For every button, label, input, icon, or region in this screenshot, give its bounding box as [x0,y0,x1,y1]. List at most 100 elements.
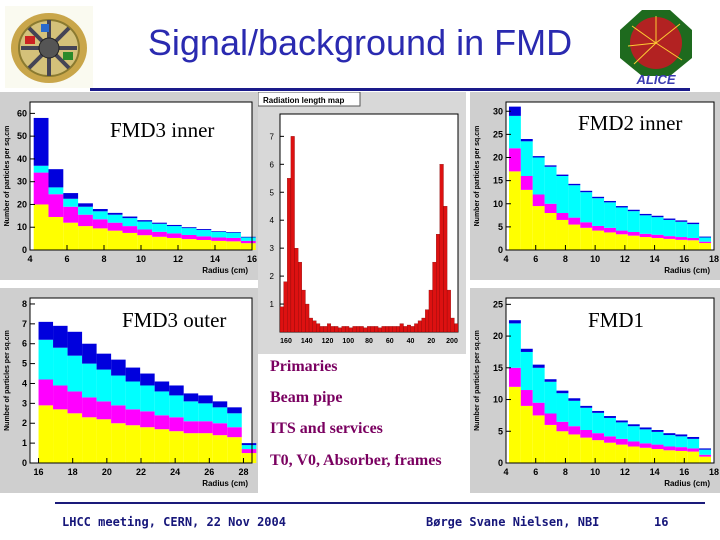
y-tick-label: 2 [270,272,275,281]
radiation-length-histogram: Radiation length map 1 2 3 4 5 6 7 160 140 120 100 8… [258,92,466,354]
bar-0-13 [663,238,676,250]
legend-beam-pipe: Beam pipe [270,389,343,406]
bar-1-15 [687,237,700,241]
bar-0-12 [212,435,228,463]
bar-3-11 [639,427,652,430]
bar-3-15 [687,222,700,225]
bar-1-9 [169,417,184,432]
x-tick-label: 6 [64,254,69,264]
bar-2-14 [675,436,688,448]
fmd2-inner-histogram: 4 6 8 10 12 14 16 18 0 5 10 15 20 25 30 Radius (cm) Numb… [470,92,720,280]
bar-2-11 [196,229,212,237]
bar-0-5 [568,224,581,250]
bar-3-10 [627,424,640,427]
x-axis-label: Radius (cm) [202,479,248,488]
bar-0-15 [687,240,700,250]
y-tick-label: 10 [493,395,503,405]
bar-2-7 [592,412,605,434]
bar-3-8 [154,381,170,392]
fmd3-outer-histogram: 16 18 20 22 24 26 28 0 1 2 3 4 5 6 7 8 Radius (cm) Number… [0,288,258,493]
radlen-bar-34 [403,326,408,333]
bar-2-2 [67,355,83,392]
x-tick-label: 20 [427,338,435,345]
title-underline [90,88,690,91]
bar-0-4 [556,431,569,463]
y-tick-label: 25 [493,129,503,139]
x-tick-label: 12 [173,254,183,264]
x-tick-label: 120 [322,338,334,345]
bar-0-8 [604,232,616,250]
bar-2-6 [125,381,141,410]
radlen-bar-48 [454,323,459,333]
bar-3-12 [651,430,664,432]
plot-area [279,113,459,333]
y-tick-label: 5 [22,359,27,369]
bar-1-10 [627,231,640,236]
bar-0-1 [53,409,68,463]
bar-1-1 [520,390,533,406]
x-tick-label: 16 [34,467,44,477]
bar-3-9 [615,420,628,423]
x-tick-label: 160 [280,338,292,345]
bar-1-9 [615,230,628,235]
bar-1-7 [592,225,605,231]
bar-2-0 [508,115,521,149]
bar-0-13 [226,241,241,250]
label-fmd3-inner: FMD3 inner [110,118,215,142]
bar-1-0 [508,367,521,387]
x-tick-label: 14 [650,467,660,477]
bar-2-3 [78,206,93,215]
radlen-bar-40 [425,309,430,333]
y-tick-label: 15 [493,363,503,373]
bar-1-14 [675,237,688,240]
bar-3-1 [520,139,533,142]
x-tick-label: 18 [709,467,719,477]
bar-3-9 [166,224,182,227]
radlen-bar-28 [381,326,386,333]
bar-2-2 [63,198,79,207]
y-tick-label: 20 [493,153,503,163]
radlen-bar-31 [392,326,397,333]
radlen-bar-24 [367,326,371,333]
bar-1-5 [568,217,581,225]
bar-3-7 [137,220,153,222]
radlen-bar-21 [356,326,361,333]
bar-3-16 [699,236,712,238]
bar-2-6 [122,218,138,227]
bar-0-6 [580,227,593,250]
x-tick-label: 28 [238,467,248,477]
bar-2-12 [212,407,228,424]
fmd1-histogram: 4 6 8 10 12 14 16 18 0 5 10 15 20 25 Radius (cm) Number… [470,288,720,493]
bar-0-6 [122,232,138,250]
bar-0-14 [241,453,257,463]
radlen-bar-43 [436,234,440,333]
label-fmd3-outer: FMD3 outer [122,308,227,332]
bar-0-11 [639,447,652,463]
bar-3-9 [169,385,184,396]
bar-0-8 [152,236,167,250]
y-tick-label: 7 [270,132,275,141]
bar-2-5 [568,400,581,427]
bar-1-16 [699,454,712,457]
bar-2-14 [240,237,256,241]
bar-3-3 [544,379,557,382]
y-tick-label: 20 [493,331,503,341]
legend-box [266,354,466,494]
bar-1-4 [92,219,108,229]
bar-0-9 [169,431,184,463]
bar-2-2 [532,157,545,195]
y-tick-label: 30 [493,106,503,116]
bar-0-9 [615,444,628,463]
bar-3-14 [241,443,257,446]
bar-0-7 [592,440,605,463]
chart-title: Radiation length map [263,96,344,105]
bar-1-8 [604,436,616,443]
bar-3-8 [604,416,616,418]
bar-3-6 [125,367,141,382]
radlen-bar-18 [345,326,350,333]
bar-0-4 [92,228,108,250]
plot-frame [505,297,715,464]
bar-0-6 [125,425,141,463]
radlen-bar-46 [446,289,451,333]
bar-3-5 [568,398,581,401]
